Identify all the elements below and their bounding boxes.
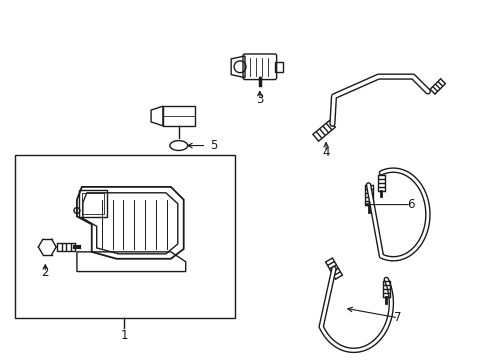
Bar [275, 62, 283, 72]
Bar [15, 156, 235, 318]
Text: 5: 5 [210, 139, 217, 152]
Text: 7: 7 [394, 311, 402, 324]
Bar [79, 190, 107, 217]
Text: 2: 2 [42, 266, 49, 279]
Text: 6: 6 [407, 198, 415, 211]
Text: 3: 3 [256, 93, 264, 106]
Text: 4: 4 [322, 146, 330, 159]
Text: 1: 1 [121, 329, 128, 342]
Bar [82, 193, 103, 215]
